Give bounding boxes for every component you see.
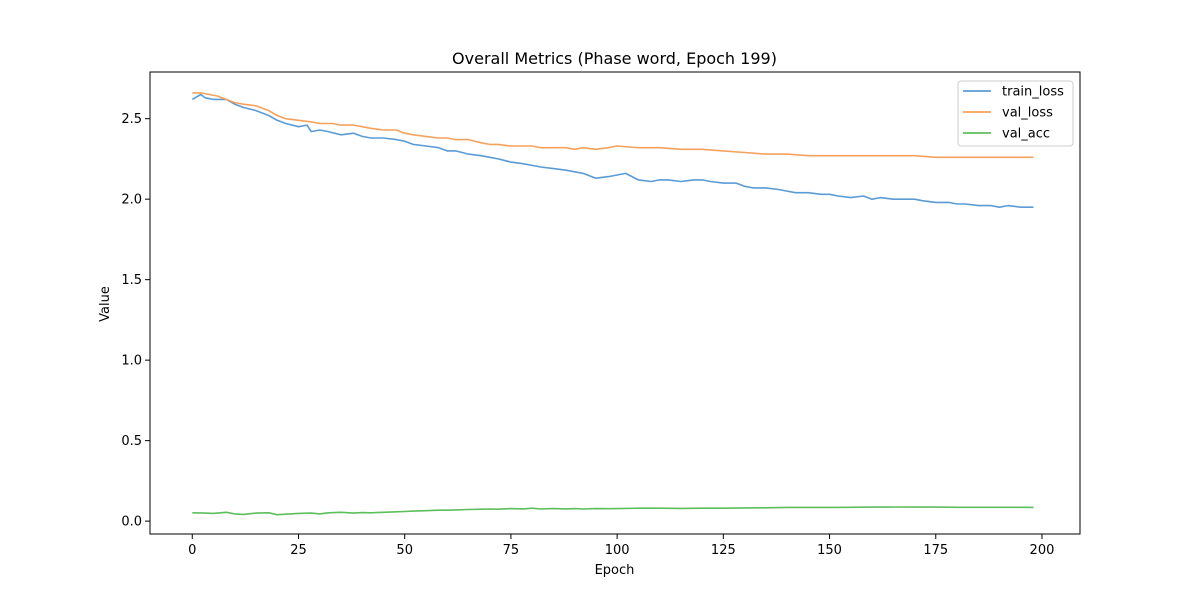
legend-label: val_loss xyxy=(1002,106,1053,121)
x-tick-label: 150 xyxy=(817,543,842,558)
x-tick-label: 75 xyxy=(503,543,520,558)
y-tick-label: 0.5 xyxy=(121,434,142,449)
y-tick-label: 0.0 xyxy=(121,515,142,530)
x-tick-label: 25 xyxy=(290,543,307,558)
legend-label: train_loss xyxy=(1002,85,1064,100)
legend-label: val_acc xyxy=(1002,127,1050,142)
series-line-val-acc xyxy=(192,506,1034,516)
y-tick-label: 1.5 xyxy=(121,273,142,288)
y-axis-label: Value xyxy=(98,286,113,322)
x-tick-label: 175 xyxy=(923,543,948,558)
series-line-train-loss xyxy=(191,93,1034,208)
x-tick-label: 50 xyxy=(396,543,413,558)
x-tick-label: 125 xyxy=(711,543,736,558)
series-line-val-loss xyxy=(192,92,1034,159)
y-tick-label: 2.5 xyxy=(121,112,142,127)
x-tick-label: 200 xyxy=(1030,543,1055,558)
y-tick-label: 2.0 xyxy=(121,193,142,208)
y-tick-label: 1.0 xyxy=(121,354,142,369)
plot-frame xyxy=(149,71,1081,535)
legend-box xyxy=(957,80,1074,147)
y-axis: 0.0 0.5 1.0 1.5 2.0 2.5 xyxy=(121,112,150,530)
x-tick-label: 100 xyxy=(605,543,630,558)
plot-lines xyxy=(191,92,1034,516)
x-axis-label: Epoch xyxy=(595,563,635,578)
chart-title: Overall Metrics (Phase word, Epoch 199) xyxy=(452,49,777,68)
legend: train_loss val_loss val_acc xyxy=(957,80,1074,147)
x-axis: 0 25 50 75 100 125 150 175 200 xyxy=(188,534,1054,558)
x-tick-label: 0 xyxy=(188,543,196,558)
